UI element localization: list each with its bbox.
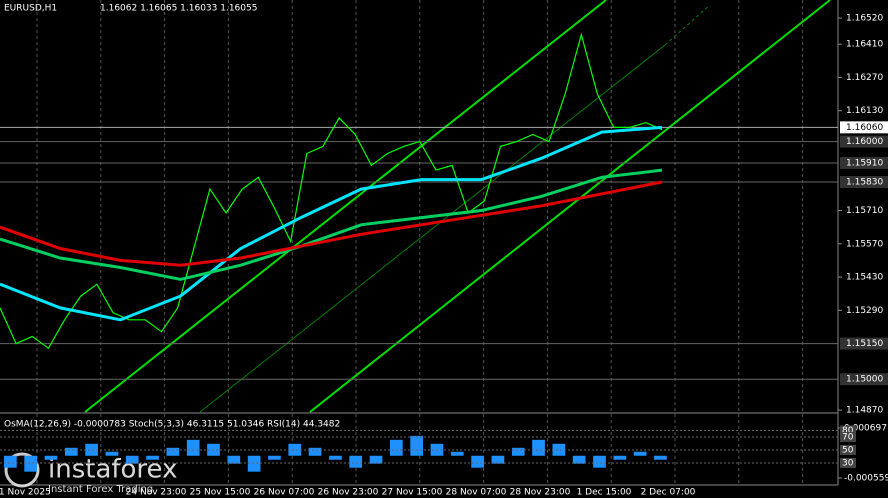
x-tick-label: 1 Dec 15:00: [577, 488, 632, 498]
osma-bar: [288, 443, 302, 456]
osma-tick-label: 0.000697: [844, 424, 887, 434]
y-tick-label: 1.15570: [846, 239, 883, 249]
osma-bar: [85, 443, 98, 456]
osma-bar: [247, 455, 261, 472]
osma-bar: [572, 455, 586, 464]
level-box: [840, 373, 888, 386]
level-label: 1.15000: [846, 375, 883, 385]
ohlc-text: 1.16062 1.16065 1.16033 1.16055: [100, 4, 257, 14]
moving-average: [0, 168, 663, 281]
y-tick-label: 1.16270: [846, 73, 883, 83]
x-tick-label: 25 Nov 15:00: [190, 488, 251, 498]
osma-bar: [268, 455, 281, 460]
osma-bar: [44, 455, 58, 460]
moving-average: [0, 180, 663, 267]
y-tick-label: 1.15430: [846, 273, 883, 283]
osma-bar: [64, 447, 78, 456]
osma-bar: [491, 455, 505, 464]
osc-level-box: [840, 432, 856, 442]
osma-bar: [329, 455, 342, 460]
level-label: 1.16060: [846, 123, 883, 133]
osma-bar: [227, 455, 241, 464]
grid: [36, 0, 804, 485]
osma-bar: [105, 451, 119, 456]
osma-tick-label: -0.000559: [844, 474, 888, 484]
osma-bar: [633, 451, 647, 456]
symbol-title: EURUSD,H1: [4, 4, 57, 14]
osma-bar: [410, 435, 423, 456]
osma-bar: [369, 455, 383, 464]
osc-level-label: 50: [842, 446, 854, 456]
level-box: [840, 121, 888, 134]
x-tick-label: 21 Nov 2025: [0, 488, 51, 498]
level-label: 1.16000: [846, 137, 883, 147]
osc-level-box: [840, 445, 856, 455]
osma-bar: [613, 455, 627, 460]
y-tick-label: 1.15710: [846, 206, 883, 216]
osma-bar: [349, 455, 363, 468]
osma-bar: [186, 439, 200, 456]
y-tick-label: 1.15290: [846, 306, 883, 316]
osma-bar: [532, 439, 545, 456]
osma-bar: [654, 455, 667, 460]
level-label: 1.15150: [846, 339, 883, 349]
osma-bar: [4, 455, 17, 468]
osc-level-label: 80: [842, 426, 854, 436]
y-tick-label: 1.16130: [846, 106, 883, 116]
level-label: 1.15830: [846, 178, 883, 188]
x-tick-label: 26 Nov 23:00: [318, 488, 379, 498]
osma-bar: [511, 447, 525, 456]
osma-bar: [308, 447, 322, 456]
level-box: [840, 156, 888, 169]
y-tick-label: 1.16410: [846, 40, 883, 50]
osma-bar: [146, 455, 159, 460]
osma-bar: [593, 455, 606, 468]
x-tick-label: 26 Nov 07:00: [254, 488, 315, 498]
price-line: [0, 32, 663, 350]
osma-bar: [389, 439, 403, 456]
level-box: [840, 176, 888, 189]
y-tick-label: 1.14870: [846, 406, 883, 416]
channel-mid: [199, 44, 666, 413]
osc-level-label: 30: [842, 459, 854, 469]
osma-bar: [471, 455, 484, 468]
x-tick-label: 28 Nov 23:00: [510, 488, 571, 498]
osc-level-box: [840, 425, 856, 436]
x-tick-label: 28 Nov 07:00: [446, 488, 507, 498]
indicator-text: OsMA(12,26,9) -0.0000783 Stoch(5,3,3) 46…: [4, 420, 340, 430]
watermark-sub: Instant Forex Trading: [48, 484, 153, 495]
channel-mid-ext: [664, 4, 711, 46]
osc-level-box: [840, 458, 856, 468]
level-label: 1.15910: [846, 158, 883, 168]
x-tick-label: 24 Nov 23:00: [126, 488, 187, 498]
level-box: [840, 337, 888, 350]
x-tick-label: 2 Dec 07:00: [641, 488, 696, 498]
y-tick-label: 1.16520: [846, 14, 883, 24]
osma-bar: [24, 455, 38, 472]
osma-bar: [450, 451, 464, 456]
osma-bar: [166, 447, 180, 456]
osma-bar: [125, 455, 139, 464]
osma-bar: [552, 443, 566, 456]
watermark-logo: [4, 452, 40, 488]
x-tick-label: 27 Nov 15:00: [382, 488, 443, 498]
osc-level-label: 70: [842, 433, 854, 443]
level-box: [840, 135, 888, 148]
moving-average: [0, 125, 663, 322]
